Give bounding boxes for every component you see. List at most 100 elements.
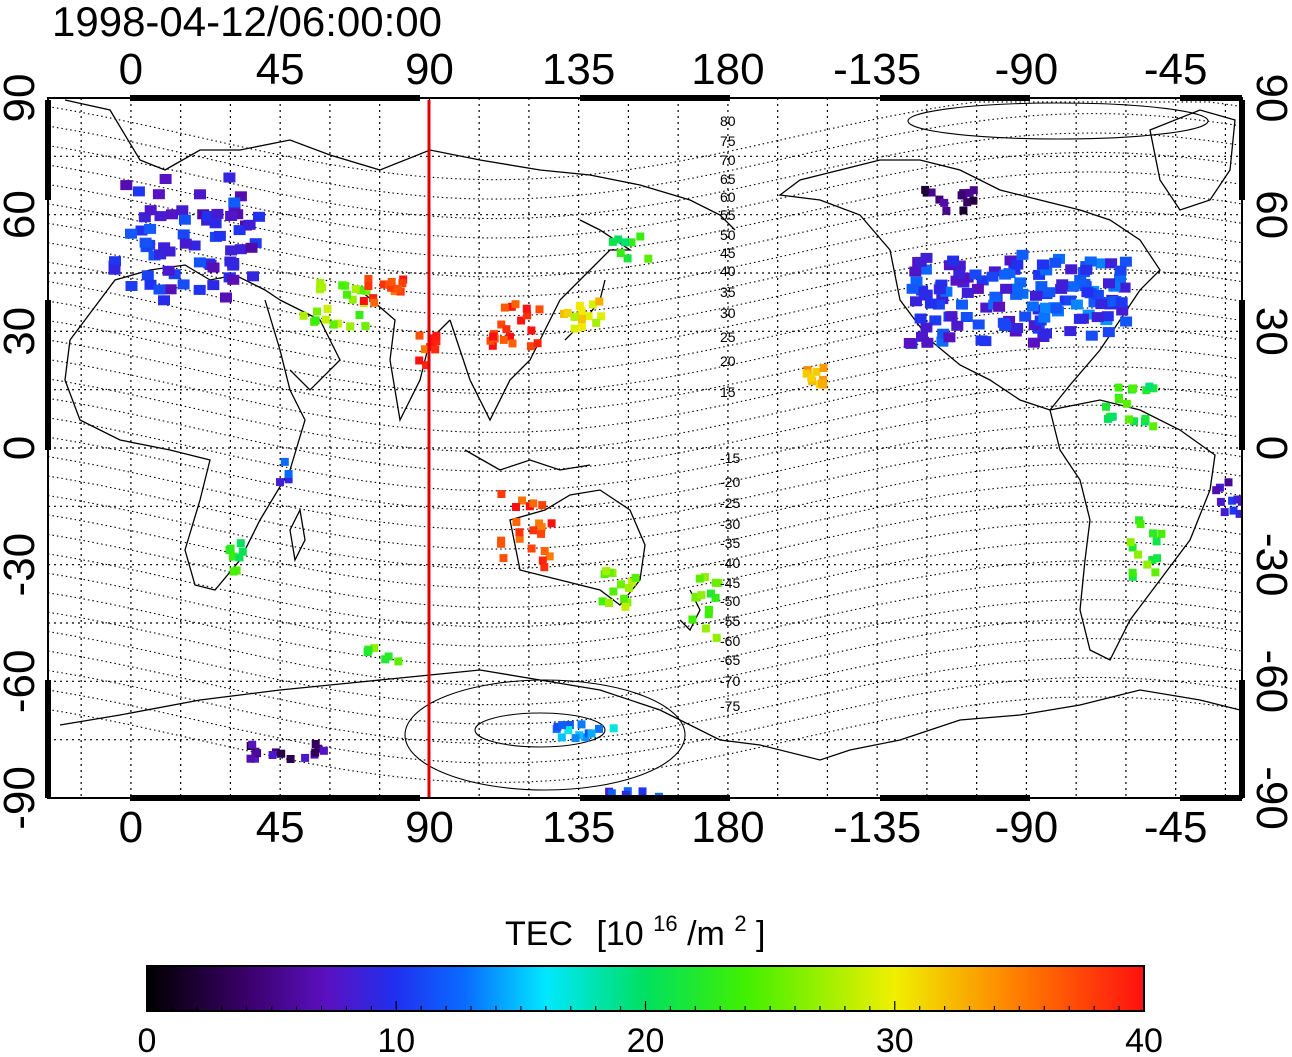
tec-cell (1120, 316, 1133, 327)
tec-cell (1064, 326, 1077, 337)
latitude-label: -30 (0, 533, 44, 597)
tec-cell (621, 790, 630, 798)
tec-cell (1010, 289, 1023, 300)
magnetic-latitude-label: 65 (720, 171, 736, 187)
tec-cell (497, 320, 506, 329)
tec-cell (1091, 289, 1104, 300)
tec-cell (616, 249, 625, 258)
tec-cell (228, 552, 237, 561)
tec-cell (1233, 495, 1242, 504)
tec-cell (704, 610, 713, 619)
tec-cell (1067, 281, 1080, 292)
tec-cell (1212, 486, 1221, 495)
tec-cell (316, 279, 325, 287)
tec-cell (299, 311, 308, 320)
tec-cell (598, 597, 607, 606)
tec-cell (1114, 265, 1127, 276)
tec-cell (1095, 299, 1108, 310)
tec-cell (139, 237, 152, 248)
tec-cell (1115, 395, 1123, 404)
tec-cell (602, 567, 611, 576)
tec-cell (141, 270, 154, 281)
tec-cell (363, 648, 372, 656)
tec-cell (1039, 302, 1052, 313)
tec-cell (511, 300, 520, 309)
latitude-label: 0 (1247, 436, 1292, 460)
tec-cell (961, 287, 974, 298)
tec-cell (691, 593, 700, 602)
magnetic-latitude-contour (48, 249, 1242, 336)
tec-cell (526, 342, 535, 351)
tec-cell (512, 503, 520, 511)
magnetic-latitude-label: -75 (720, 698, 740, 714)
tec-cell (502, 325, 511, 334)
tec-cell (321, 315, 330, 324)
magnetic-latitude-contour (48, 579, 1242, 667)
tec-cell (947, 255, 960, 266)
tec-cell (927, 188, 936, 197)
tec-cell (605, 599, 613, 607)
tec-cell (712, 633, 721, 642)
tec-cell (527, 326, 536, 335)
tec-cell (951, 320, 964, 331)
tec-cell (903, 338, 916, 348)
tec-cell (284, 469, 293, 478)
tec-cell (1149, 529, 1157, 538)
tec-cell (398, 279, 407, 288)
tec-cell (936, 336, 949, 347)
tec-cell (168, 269, 181, 280)
magnetic-latitude-contour (48, 443, 1242, 531)
tec-cell (108, 264, 121, 275)
tec-cell (235, 553, 244, 562)
longitude-label: -135 (833, 45, 921, 94)
tec-cell (953, 269, 966, 280)
tec-cell (969, 196, 978, 205)
tec-cell (631, 573, 640, 582)
colorbar-unit-prefix: [10 (596, 915, 643, 953)
magnetic-latitude-contour (48, 346, 1242, 433)
tec-cell (193, 284, 206, 295)
latitude-label: 60 (0, 190, 44, 239)
magnetic-latitude-contour (48, 618, 1242, 706)
tec-cell (971, 283, 984, 294)
tec-cell (961, 272, 974, 283)
magnetic-latitude-label: 70 (720, 152, 736, 168)
tec-cell (515, 528, 524, 537)
tec-cell (950, 275, 963, 286)
frame-bar (1180, 795, 1242, 801)
tec-cell (318, 283, 327, 292)
tec-cell (986, 271, 999, 282)
tec-cell (323, 304, 332, 313)
tec-cell (529, 499, 538, 508)
magnetic-latitude-contour (48, 599, 1242, 686)
tec-cell (588, 300, 597, 309)
tec-cell (636, 232, 645, 241)
tec-cell (251, 754, 259, 763)
tec-cell (608, 237, 617, 246)
tec-cell (109, 256, 121, 267)
tec-cell (960, 312, 973, 322)
tec-cell (1095, 258, 1108, 269)
tec-cell (1030, 290, 1042, 301)
north-polar-contour (907, 102, 1209, 140)
tec-cell (522, 304, 531, 313)
tec-cell (943, 332, 956, 343)
tec-cell (132, 186, 145, 197)
longitude-label: 180 (691, 803, 764, 852)
south-polar-contour-inner (474, 712, 606, 748)
tec-cell (570, 312, 579, 321)
magnetic-latitude-label: -55 (720, 613, 740, 629)
tec-cell (362, 287, 371, 295)
longitude-label: 90 (405, 803, 454, 852)
tec-cell (1004, 255, 1017, 266)
frame-bar (580, 795, 730, 801)
tec-cell (807, 373, 816, 382)
magnetic-latitude-contour (48, 326, 1242, 414)
frame-bar (45, 300, 51, 450)
tec-cell (220, 292, 232, 303)
tec-cell (144, 279, 157, 290)
tec-cell (537, 523, 546, 532)
longitude-label: 45 (256, 803, 305, 852)
tec-cell (144, 223, 157, 234)
tec-cell (1027, 337, 1040, 348)
